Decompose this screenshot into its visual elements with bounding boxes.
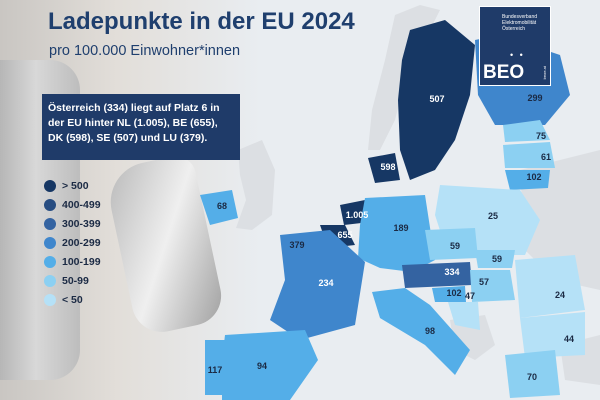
label-ireland: 68 bbox=[217, 201, 227, 211]
info-box: Österreich (334) liegt auf Platz 6 in de… bbox=[42, 94, 240, 160]
logo-line-2: Elektromobilität bbox=[502, 20, 537, 26]
page-subtitle: pro 100.000 Einwohner*innen bbox=[49, 43, 241, 59]
logo-side-text: beoe.at bbox=[542, 65, 547, 79]
legend-swatch bbox=[44, 217, 56, 230]
label-germany: 189 bbox=[393, 223, 408, 233]
country-hungary bbox=[470, 270, 515, 302]
country-lithuania bbox=[505, 170, 550, 190]
legend-label: 50-99 bbox=[62, 274, 89, 287]
label-poland: 25 bbox=[488, 211, 498, 221]
country-ireland bbox=[200, 190, 238, 225]
label-hungary: 57 bbox=[479, 277, 489, 287]
label-finland: 299 bbox=[527, 93, 542, 103]
page-title: Ladepunkte in der EU 2024 bbox=[48, 8, 355, 35]
country-romania bbox=[515, 255, 585, 318]
label-czechia: 59 bbox=[450, 241, 460, 251]
legend-swatch bbox=[44, 293, 56, 306]
logo-mark: BEO bbox=[483, 62, 525, 83]
country-croatia bbox=[448, 302, 480, 330]
info-text: Österreich (334) liegt auf Platz 6 in de… bbox=[48, 102, 220, 144]
label-denmark: 598 bbox=[380, 162, 395, 172]
label-lithuania: 102 bbox=[526, 172, 541, 182]
label-luxemburg: 379 bbox=[289, 240, 304, 250]
country-czechia bbox=[425, 228, 478, 260]
country-spain bbox=[222, 330, 318, 400]
logo-line-1: Bundesverband bbox=[502, 14, 538, 20]
label-estonia: 75 bbox=[536, 131, 546, 141]
label-france: 234 bbox=[318, 278, 333, 288]
label-latvia: 61 bbox=[541, 152, 551, 162]
legend-item: < 50 bbox=[44, 290, 101, 309]
country-estonia bbox=[503, 120, 550, 142]
legend-swatch bbox=[44, 179, 56, 192]
legend-item: 100-199 bbox=[44, 252, 101, 271]
legend-label: > 500 bbox=[62, 179, 89, 192]
legend-label: 400-499 bbox=[62, 198, 101, 211]
legend-item: > 500 bbox=[44, 176, 101, 195]
label-slovakia: 59 bbox=[492, 254, 502, 264]
legend-swatch bbox=[44, 198, 56, 211]
country-denmark bbox=[368, 153, 400, 183]
label-spain: 94 bbox=[257, 361, 267, 371]
label-belgium: 655 bbox=[337, 230, 352, 240]
beo-logo: Bundesverband Elektromobilität Österreic… bbox=[479, 6, 551, 86]
country-slovakia bbox=[475, 250, 515, 268]
logo-line-3: Österreich bbox=[502, 26, 526, 32]
legend-label: 300-399 bbox=[62, 217, 101, 230]
legend: > 500 400-499 300-399 200-299 100-199 50… bbox=[44, 176, 101, 309]
legend-label: 200-299 bbox=[62, 236, 101, 249]
label-netherlands: 1.005 bbox=[346, 210, 369, 220]
country-germany bbox=[358, 195, 435, 272]
legend-item: 300-399 bbox=[44, 214, 101, 233]
label-italy: 98 bbox=[425, 326, 435, 336]
label-croatia: 47 bbox=[465, 291, 475, 301]
label-austria: 334 bbox=[444, 267, 459, 277]
country-portugal bbox=[205, 340, 225, 395]
logo-dots: • • bbox=[510, 50, 525, 60]
label-greece: 70 bbox=[527, 372, 537, 382]
legend-swatch bbox=[44, 255, 56, 268]
country-slovenia bbox=[432, 286, 466, 302]
legend-label: 100-199 bbox=[62, 255, 101, 268]
legend-item: 400-499 bbox=[44, 195, 101, 214]
country-bulgaria bbox=[520, 312, 585, 358]
land-uk bbox=[236, 140, 275, 230]
label-sweden: 507 bbox=[429, 94, 444, 104]
label-bulgaria: 44 bbox=[564, 334, 574, 344]
country-latvia bbox=[503, 142, 555, 168]
legend-swatch bbox=[44, 274, 56, 287]
country-italy bbox=[372, 288, 470, 375]
country-france bbox=[270, 230, 365, 340]
legend-swatch bbox=[44, 236, 56, 249]
label-slovenia: 102 bbox=[446, 288, 461, 298]
country-greece bbox=[505, 350, 560, 398]
label-portugal: 117 bbox=[208, 365, 223, 375]
legend-item: 50-99 bbox=[44, 271, 101, 290]
legend-label: < 50 bbox=[62, 293, 83, 306]
country-austria bbox=[402, 262, 472, 288]
label-romania: 24 bbox=[555, 290, 565, 300]
legend-item: 200-299 bbox=[44, 233, 101, 252]
country-sweden bbox=[398, 20, 475, 180]
